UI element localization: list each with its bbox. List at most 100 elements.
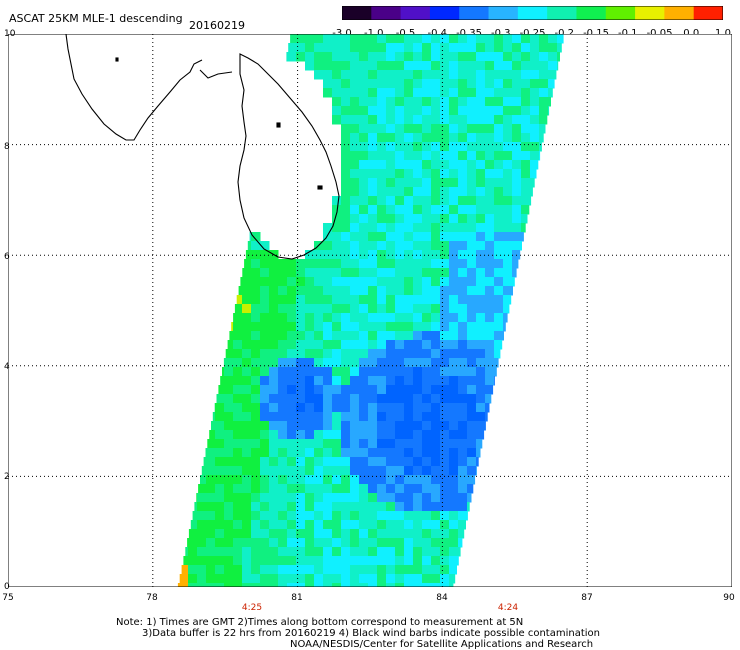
- swath-cell: [413, 376, 423, 386]
- swath-cell: [350, 376, 360, 386]
- swath-cell: [485, 115, 495, 125]
- swath-cell: [521, 70, 531, 80]
- swath-cell: [467, 394, 477, 404]
- swath-cell: [503, 79, 513, 89]
- swath-cell: [359, 529, 369, 539]
- swath-cell: [494, 34, 504, 44]
- swath-cell: [251, 295, 261, 305]
- swath-cell: [377, 520, 387, 530]
- swath-cell: [449, 277, 459, 287]
- swath-cell: [449, 556, 459, 566]
- swath-cell: [449, 151, 459, 161]
- swath-cell: [341, 142, 351, 152]
- swath-cell: [359, 484, 369, 494]
- swath-cell: [458, 205, 468, 215]
- swath-cell: [512, 115, 522, 125]
- swath-cell: [377, 349, 387, 359]
- swath-cell: [242, 556, 252, 566]
- swath-cell: [521, 232, 524, 242]
- swath-cell: [332, 457, 342, 467]
- swath-cell: [233, 331, 243, 341]
- swath-cell: [485, 34, 495, 44]
- swath-cell: [359, 466, 369, 476]
- swath-cell: [296, 340, 306, 350]
- swath-cell: [503, 97, 513, 107]
- swath-cell: [395, 106, 405, 116]
- y-tick-label: 2: [4, 472, 10, 482]
- swath-cell: [476, 178, 486, 188]
- swath-cell: [431, 484, 441, 494]
- swath-cell: [422, 520, 432, 530]
- swath-cell: [260, 376, 270, 386]
- swath-cell: [305, 439, 315, 449]
- swath-cell: [305, 484, 315, 494]
- swath-cell: [494, 115, 504, 125]
- swath-cell: [467, 88, 477, 98]
- swath-cell: [458, 340, 468, 350]
- swath-cell: [386, 448, 396, 458]
- swath-cell: [395, 529, 405, 539]
- swath-cell: [233, 340, 243, 350]
- swath-cell: [476, 268, 486, 278]
- swath-cell: [440, 583, 450, 587]
- swath-cell: [413, 394, 423, 404]
- swath-cell: [476, 196, 486, 206]
- swath-cell: [323, 286, 333, 296]
- swath-cell: [539, 52, 549, 62]
- swath-cell: [440, 412, 450, 422]
- swath-cell: [332, 385, 342, 395]
- swath-cell: [341, 385, 351, 395]
- swath-cell: [350, 421, 360, 431]
- swath-cell: [431, 286, 441, 296]
- swath-cell: [359, 223, 369, 233]
- swath-cell: [269, 349, 279, 359]
- swath-cell: [296, 556, 306, 566]
- swath-cell: [413, 115, 423, 125]
- swath-cell: [413, 403, 423, 413]
- swath-cell: [512, 52, 522, 62]
- swath-cell: [341, 214, 351, 224]
- swath-cell: [449, 322, 459, 332]
- swath-cell: [206, 574, 216, 584]
- swath-cell: [440, 259, 450, 269]
- swath-cell: [449, 583, 453, 587]
- swath-cell: [296, 367, 306, 377]
- swath-cell: [260, 340, 270, 350]
- swath-cell: [350, 295, 360, 305]
- swath-cell: [422, 331, 432, 341]
- swath-cell: [422, 295, 432, 305]
- swath-cell: [530, 187, 533, 197]
- swath-cell: [224, 394, 234, 404]
- swath-cell: [377, 484, 387, 494]
- swath-cell: [422, 394, 432, 404]
- swath-cell: [332, 52, 342, 62]
- swath-cell: [332, 511, 342, 521]
- swath-cell: [521, 124, 531, 134]
- swath-cell: [242, 349, 252, 359]
- swath-cell: [233, 502, 243, 512]
- swath-cell: [422, 457, 432, 467]
- swath-cell: [251, 277, 261, 287]
- swath-cell: [260, 511, 270, 521]
- swath-cell: [269, 547, 279, 557]
- swath-cell: [332, 430, 342, 440]
- swath-cell: [368, 565, 378, 575]
- swath-cell: [305, 331, 315, 341]
- swath-cell: [305, 277, 315, 287]
- swath-cell: [323, 268, 333, 278]
- swath-cell: [224, 385, 234, 395]
- swath-cell: [458, 61, 468, 71]
- swath-cell: [413, 331, 423, 341]
- swath-cell: [476, 403, 486, 413]
- swath-cell: [431, 34, 441, 44]
- swath-cell: [377, 223, 387, 233]
- swath-cell: [512, 160, 522, 170]
- swath-cell: [494, 106, 504, 116]
- swath-cell: [377, 529, 387, 539]
- swath-cell: [350, 133, 360, 143]
- swath-cell: [350, 538, 360, 548]
- swath-cell: [377, 178, 387, 188]
- swath-cell: [440, 421, 450, 431]
- swath-cell: [422, 574, 432, 584]
- swath-cell: [485, 43, 495, 53]
